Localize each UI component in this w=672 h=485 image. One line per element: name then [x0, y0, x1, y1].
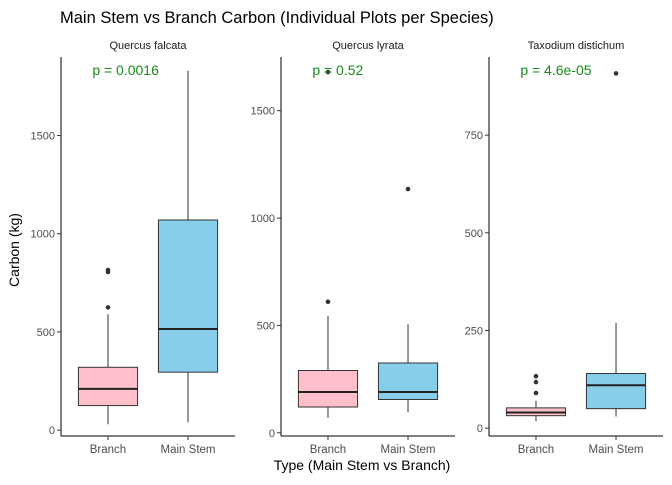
y-tick-label: 500 — [465, 228, 483, 240]
y-tick-label: 250 — [465, 326, 483, 338]
outlier-point — [325, 69, 331, 75]
x-tick-label: Branch — [90, 444, 126, 456]
y-tick-label: 750 — [465, 130, 483, 142]
y-tick-label: 1000 — [251, 213, 275, 225]
box — [585, 372, 647, 410]
x-tick-label: Branch — [310, 444, 346, 456]
outlier-point — [405, 186, 411, 192]
y-axis-title: Carbon (kg) — [6, 213, 22, 287]
panel-2: Quercus lyrata 0 500 1000 1500 Branch Main Ste… — [251, 40, 455, 456]
panel-title: Quercus falcata — [109, 40, 187, 52]
y-tick-label: 1000 — [31, 229, 55, 241]
x-tick-label: Main Stem — [589, 444, 644, 456]
y-tick-label: 1500 — [31, 131, 55, 143]
outlier-point — [613, 71, 619, 76]
y-tick-label: 500 — [257, 320, 275, 332]
x-tick-label: Main Stem — [381, 444, 436, 456]
p-value-label: p = 0.52 — [312, 62, 363, 78]
x-tick-label: Main Stem — [161, 444, 216, 456]
y-tick-label: 0 — [49, 425, 55, 437]
y-tick-label: 0 — [477, 423, 483, 435]
box — [297, 370, 359, 408]
outlier-point — [105, 267, 111, 273]
y-tick-label: 500 — [37, 327, 55, 339]
chart-title: Main Stem vs Branch Carbon (Individual P… — [60, 9, 494, 27]
outlier-point — [533, 390, 539, 396]
y-tick-label: 1500 — [251, 106, 275, 118]
y-tick-label: 0 — [269, 428, 275, 440]
panel-3: Taxodium distichum 0 250 500 750 Branch Main S… — [465, 40, 663, 456]
outlier-point — [533, 373, 539, 379]
outlier-point — [325, 299, 331, 305]
panel-title: Taxodium distichum — [528, 40, 625, 52]
box — [77, 366, 139, 407]
panel-1: Quercus falcata 0 500 1000 1500 Branch Main St… — [31, 40, 235, 456]
p-value-label: p = 0.0016 — [92, 62, 159, 78]
panel-title: Quercus lyrata — [332, 40, 404, 52]
outlier-point — [533, 379, 539, 385]
panels-group: Quercus falcata 0 500 1000 1500 Branch Main St… — [31, 40, 663, 456]
x-tick-label: Branch — [518, 444, 554, 456]
p-value-label: p = 4.6e-05 — [520, 62, 591, 78]
outlier-point — [105, 305, 111, 310]
x-axis-title: Type (Main Stem vs Branch) — [274, 457, 451, 473]
box — [377, 362, 439, 400]
box — [157, 219, 219, 373]
